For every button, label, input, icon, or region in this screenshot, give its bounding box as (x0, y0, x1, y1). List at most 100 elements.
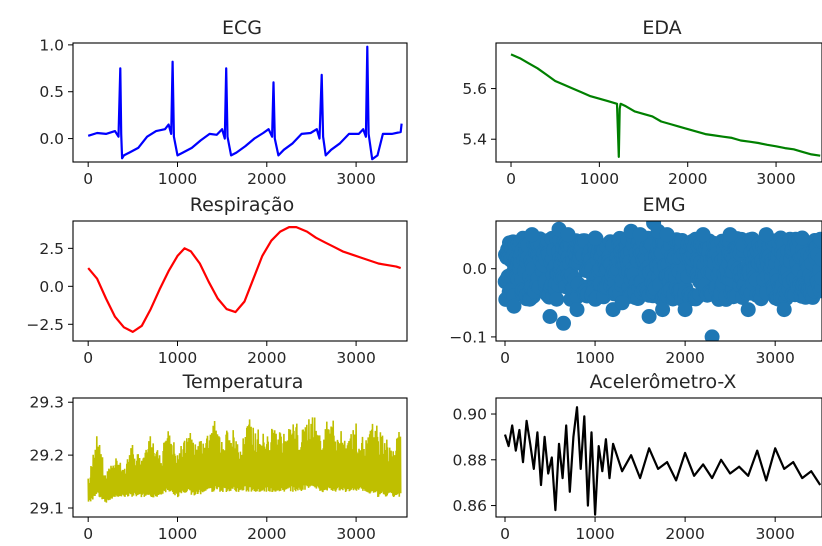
acelerometro-x-panel: Acelerômetro-X 0 1000 2000 3000 0.86 0.88 0.90 (452, 371, 822, 543)
emg-point (704, 329, 720, 341)
emg-marks (497, 221, 822, 341)
emg-point (677, 302, 693, 318)
respiracao-ytick-label: −2.5 (26, 316, 64, 334)
temperatura-axes-frame (72, 397, 408, 518)
emg-xtick-label: 1000 (575, 349, 614, 367)
emg-point (695, 227, 711, 243)
respiracao-xtick-label: 0 (83, 349, 93, 367)
emg-point (776, 302, 792, 318)
emg-ytick-label: 0.0 (462, 260, 487, 278)
emg-xtick-label: 2000 (665, 349, 704, 367)
acelerometro-x-xtick-label: 0 (500, 525, 510, 543)
emg-point (560, 227, 576, 243)
eda-plot-area: 0 1000 2000 3000 5.4 5.6 (462, 42, 822, 188)
respiracao-xtick-label: 1000 (158, 349, 197, 367)
acelerometro-x-xtick-label: 2000 (665, 525, 704, 543)
emg-plot-area: 0 1000 2000 3000 −0.1 0.0 (449, 220, 822, 367)
emg-panel: EMG 0 1000 2000 3000 −0.1 0.0 (449, 194, 822, 367)
ecg-axes-frame (72, 42, 408, 163)
emg-point (614, 295, 630, 311)
ecg-line (87, 45, 403, 161)
respiracao-panel: Respiração 0 1000 2000 3000 −2.5 0.0 2.5 (26, 194, 408, 367)
acelerometro-x-ytick-label: 0.90 (452, 406, 487, 424)
ecg-title: ECG (222, 17, 262, 39)
emg-point (549, 291, 565, 307)
respiracao-xtick-label: 2000 (247, 349, 286, 367)
acelerometro-x-ytick-label: 0.88 (452, 451, 487, 469)
eda-axes-frame (495, 42, 822, 163)
temperatura-ytick-label: 29.1 (29, 500, 64, 518)
acelerometro-x-marks (503, 406, 822, 516)
eda-xtick-label: 2000 (668, 170, 707, 188)
respiracao-marks (87, 226, 402, 333)
respiracao-line (87, 226, 402, 333)
acelerometro-x-ytick-label: 0.86 (452, 497, 487, 515)
temperatura-ytick-label: 29.2 (29, 447, 64, 465)
emg-point (814, 270, 822, 286)
acelerometro-x-axes-frame (495, 397, 822, 518)
emg-point (587, 230, 603, 246)
emg-point (556, 315, 571, 331)
emg-xtick-label: 0 (500, 349, 510, 367)
temperatura-plot-area: 0 1000 2000 3000 29.1 29.2 29.3 (29, 394, 408, 543)
emg-axes-frame (495, 220, 822, 342)
ecg-ytick-label: 0.5 (39, 83, 64, 101)
temperatura-line (87, 417, 402, 503)
acelerometro-x-plot-area: 0 1000 2000 3000 0.86 0.88 0.90 (452, 397, 822, 543)
temperatura-xtick-label: 3000 (336, 525, 375, 543)
emg-point (740, 302, 756, 318)
respiracao-ytick-label: 0.0 (39, 278, 64, 296)
eda-ytick-label: 5.4 (462, 131, 487, 149)
emg-xtick-label: 3000 (755, 349, 794, 367)
eda-ytick-label: 5.6 (462, 80, 487, 98)
emg-point (641, 309, 657, 324)
eda-panel: EDA 0 1000 2000 3000 5.4 5.6 (462, 17, 822, 188)
eda-line (510, 53, 821, 158)
respiracao-axes-frame (72, 220, 408, 342)
emg-point (542, 309, 558, 324)
ecg-panel: ECG 0 1000 2000 3000 0.0 0.5 1.0 (39, 17, 408, 188)
acelerometro-x-line (503, 406, 822, 516)
ecg-xtick-label: 3000 (336, 170, 375, 188)
acelerometro-x-xtick-label: 3000 (755, 525, 794, 543)
temperatura-marks (87, 417, 402, 503)
temperatura-xtick-label: 2000 (247, 525, 286, 543)
ecg-ytick-label: 1.0 (39, 36, 64, 54)
emg-point (814, 251, 822, 267)
emg-ytick-label: −0.1 (449, 328, 487, 346)
emg-point (758, 227, 774, 243)
emg-point (524, 227, 540, 243)
ecg-xtick-label: 0 (83, 170, 93, 188)
emg-point (722, 227, 738, 243)
respiracao-plot-area: 0 1000 2000 3000 −2.5 0.0 2.5 (26, 220, 408, 367)
temperatura-xtick-label: 1000 (158, 525, 197, 543)
respiracao-ytick-label: 2.5 (39, 240, 64, 258)
emg-point (655, 302, 671, 318)
ecg-xtick-label: 1000 (158, 170, 197, 188)
temperatura-panel: Temperatura 0 1000 2000 3000 29.1 29.2 29.3 (29, 371, 408, 543)
emg-point (569, 302, 585, 318)
temperatura-title: Temperatura (182, 371, 304, 393)
temperatura-ytick-label: 29.3 (29, 394, 64, 412)
ecg-xtick-label: 2000 (247, 170, 286, 188)
ecg-marks (87, 45, 403, 161)
emg-points (497, 221, 822, 341)
emg-title: EMG (642, 194, 685, 216)
eda-xtick-label: 3000 (756, 170, 795, 188)
eda-xtick-label: 0 (506, 170, 516, 188)
emg-point (632, 227, 648, 243)
temperatura-xtick-label: 0 (83, 525, 93, 543)
emg-point (506, 298, 522, 314)
emg-point (659, 227, 675, 243)
acelerometro-x-title: Acelerômetro-X (590, 371, 737, 393)
respiracao-xtick-label: 3000 (336, 349, 375, 367)
ecg-plot-area: 0 1000 2000 3000 0.0 0.5 1.0 (39, 36, 408, 188)
acelerometro-x-xtick-label: 1000 (575, 525, 614, 543)
ecg-ytick-label: 0.0 (39, 130, 64, 148)
emg-point (813, 231, 822, 247)
respiracao-title: Respiração (190, 194, 294, 216)
eda-xtick-label: 1000 (580, 170, 619, 188)
emg-point (794, 230, 810, 246)
eda-marks (510, 53, 821, 158)
